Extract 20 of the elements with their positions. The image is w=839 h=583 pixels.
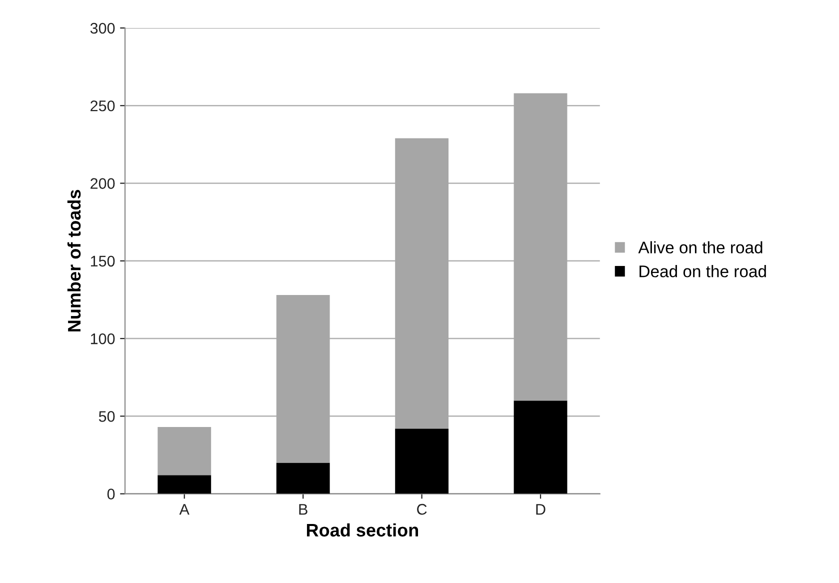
y-tick-label: 0 xyxy=(107,488,115,500)
legend-label: Alive on the road xyxy=(638,241,762,254)
y-axis-title: Number of toads xyxy=(67,190,81,332)
legend-label: Dead on the road xyxy=(640,265,766,278)
bar xyxy=(158,475,212,494)
x-tick-label: A xyxy=(179,504,190,515)
x-tick-label: B xyxy=(299,504,308,515)
bar xyxy=(276,462,330,494)
y-tick-label: 250 xyxy=(90,100,115,112)
x-tick-label: D xyxy=(536,504,546,515)
y-tick-label: 200 xyxy=(90,178,115,189)
y-tick-label: 100 xyxy=(90,333,115,344)
bar xyxy=(395,428,449,494)
bar xyxy=(514,400,568,494)
x-axis-title: Road section xyxy=(306,523,418,537)
y-tick-label: 300 xyxy=(90,22,115,34)
x-tick-label: C xyxy=(417,504,427,515)
y-tick-label: 50 xyxy=(98,411,115,422)
y-tick-label: 150 xyxy=(90,256,115,267)
bar xyxy=(158,427,212,476)
